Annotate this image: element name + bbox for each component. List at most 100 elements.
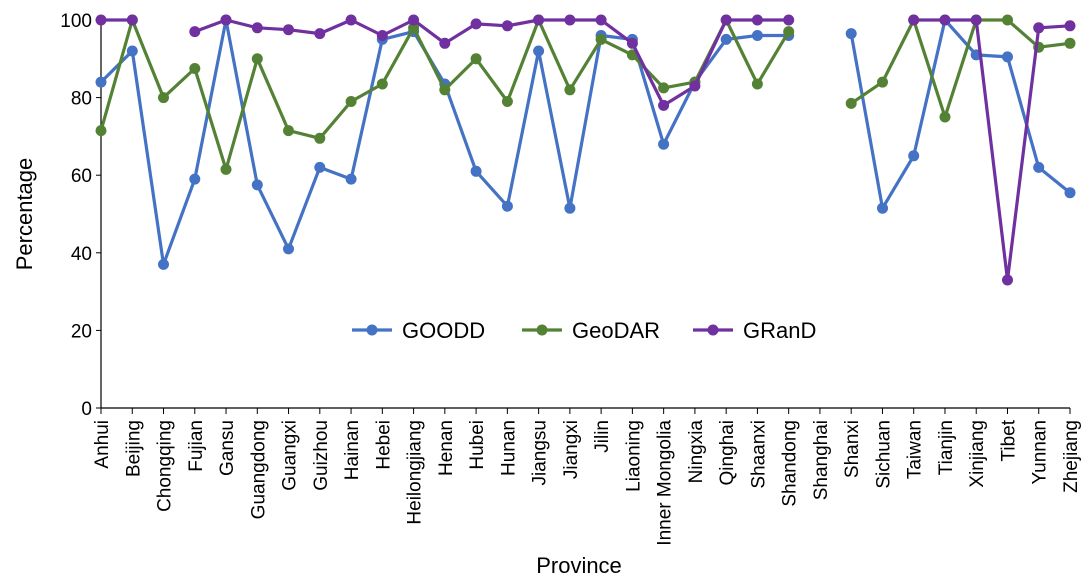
data-point <box>658 82 670 94</box>
data-point <box>1064 37 1076 49</box>
x-axis-title: Province <box>536 553 622 578</box>
data-point <box>126 45 138 57</box>
x-tick-label: Guangxi <box>280 420 301 491</box>
data-point <box>1033 161 1045 173</box>
data-point <box>626 37 638 49</box>
data-point <box>408 14 420 26</box>
x-tick-label: Anhui <box>92 420 113 469</box>
data-point <box>345 14 357 26</box>
data-point <box>283 243 294 255</box>
data-point <box>533 14 545 26</box>
data-point <box>95 125 107 137</box>
data-point <box>689 80 701 92</box>
data-point <box>939 14 951 26</box>
x-tick-label: Sichuan <box>873 420 894 489</box>
series-goodd <box>95 14 1076 270</box>
data-point <box>251 179 263 191</box>
series-line <box>194 18 789 108</box>
data-point <box>1002 51 1013 63</box>
y-tick-label: 80 <box>71 89 92 110</box>
axes: 0 20 40 60 80 100 Anhui Beijing Chongqing Fujian G… <box>60 11 1082 546</box>
series-line <box>99 18 789 266</box>
x-tick-label: Tibet <box>998 419 1019 461</box>
data-point <box>533 45 545 57</box>
data-point <box>220 14 232 26</box>
data-point <box>877 76 888 88</box>
data-point <box>1033 22 1045 34</box>
legend-item-goodd: GOODD <box>352 318 485 343</box>
data-point <box>1002 14 1013 26</box>
x-tick-label: Shanghai <box>811 420 832 500</box>
data-point <box>376 30 388 41</box>
data-point <box>220 163 232 175</box>
data-point <box>564 84 576 96</box>
y-tick-label: 100 <box>60 11 92 32</box>
data-point <box>189 173 201 185</box>
data-point <box>658 138 670 150</box>
data-point <box>408 22 420 34</box>
x-tick-label: Chongqing <box>155 420 176 512</box>
data-point <box>345 96 357 107</box>
legend-label: GRanD <box>743 318 816 343</box>
data-point <box>970 14 982 26</box>
data-point <box>439 37 451 49</box>
data-point <box>658 99 670 111</box>
data-point <box>908 150 920 162</box>
series-line <box>850 18 1071 119</box>
data-point <box>314 28 326 40</box>
x-tick-label: Heilongjiang <box>405 420 426 525</box>
data-point <box>595 14 607 26</box>
data-point <box>564 14 576 26</box>
data-point <box>501 96 513 107</box>
x-tick-label: Shaanxi <box>748 420 769 489</box>
data-point <box>283 24 294 36</box>
data-point <box>158 258 169 270</box>
data-point <box>501 200 513 212</box>
x-tick-label: Liaoning <box>623 420 644 492</box>
data-point <box>751 14 763 26</box>
data-point <box>1002 274 1013 286</box>
data-point <box>439 84 451 96</box>
data-point <box>1064 20 1076 32</box>
data-point <box>751 78 763 90</box>
data-point <box>95 76 107 88</box>
x-tick-label: Guizhou <box>311 420 332 491</box>
x-tick-label: Gansu <box>217 420 238 476</box>
legend-label: GeoDAR <box>572 318 660 343</box>
data-point <box>908 14 920 26</box>
x-tick-label: Ningxia <box>686 420 707 484</box>
data-point <box>251 22 263 34</box>
x-tick-label: Xinjiang <box>967 420 988 488</box>
x-tick-label: Jiangsu <box>530 420 551 486</box>
data-point <box>470 165 482 177</box>
data-point <box>720 33 732 45</box>
x-tick-label: Henan <box>436 420 457 476</box>
data-point <box>158 92 169 104</box>
x-tick-label: Hunan <box>498 420 519 476</box>
series-grand <box>95 14 1076 286</box>
x-tick-label: Inner Mongolia <box>655 420 676 546</box>
x-tick-label: Shanxi <box>842 420 863 478</box>
data-point <box>376 78 388 90</box>
data-point <box>564 202 576 214</box>
legend-marker <box>707 324 719 336</box>
data-point <box>845 97 857 109</box>
x-tick-label: Jiangxi <box>561 420 582 479</box>
x-tick-label: Qinghai <box>717 420 738 486</box>
data-point <box>251 53 263 65</box>
y-tick-label: 40 <box>71 244 92 265</box>
x-tick-label: Yunnan <box>1030 420 1051 484</box>
y-tick-label: 20 <box>71 321 92 342</box>
data-point <box>189 26 201 38</box>
data-point <box>189 63 201 74</box>
legend-marker <box>536 324 548 336</box>
data-point <box>126 14 138 26</box>
x-tick-label: Hebei <box>373 420 394 470</box>
y-tick-label: 60 <box>71 166 92 187</box>
legend: GOODD GeoDAR GRanD <box>352 318 816 343</box>
x-tick-label: Hainan <box>342 420 363 480</box>
legend-item-grand: GRanD <box>693 318 816 343</box>
data-point <box>345 173 357 185</box>
